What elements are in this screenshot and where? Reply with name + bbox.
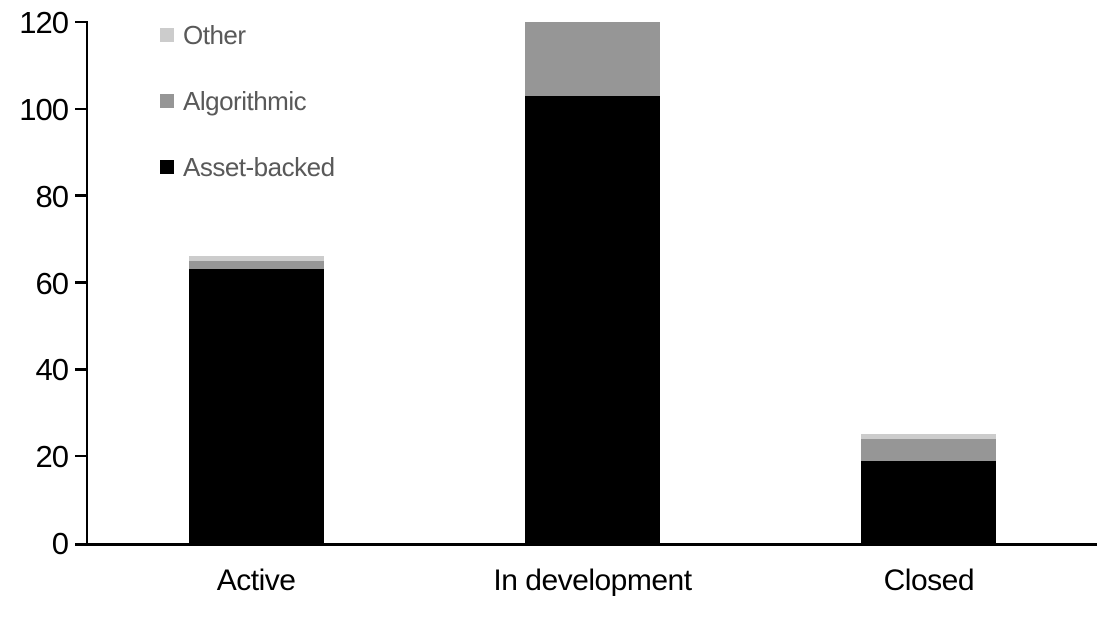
bar-active [188,256,324,543]
legend-swatch-other [160,28,174,42]
bar-closed [861,434,997,543]
y-tick-label: 100 [19,91,69,127]
bar-in-development [525,22,660,543]
y-axis-line [85,21,88,546]
y-tick-label: 60 [35,265,69,301]
bar-segment-asset-backed [525,95,660,543]
y-tick-mark [75,454,88,458]
legend-label-algorithmic: Algorithmic [183,86,307,116]
x-axis-line [75,543,1097,546]
bar-segment-other [188,256,324,261]
legend-swatch-algorithmic [160,94,174,108]
bar-segment-other [861,434,997,439]
y-tick-mark [75,281,88,284]
bar-segment-algorithmic [861,438,997,461]
y-tick-mark [75,194,88,197]
legend-label-other: Other [183,20,246,50]
y-tick-label: 120 [19,5,69,40]
y-tick-label: 0 [51,526,69,561]
bar-segment-algorithmic [525,22,660,96]
legend-swatch-asset-backed [160,160,174,174]
legend-item-algorithmic: Algorithmic [160,88,307,114]
y-tick-label: 80 [35,178,69,214]
y-tick-mark [75,107,88,111]
x-category-label-in-development: In development [493,564,692,597]
legend-label-asset-backed: Asset-backed [183,152,335,182]
legend-item-other: Other [160,22,246,48]
y-tick-mark [75,20,88,24]
legend-item-asset-backed: Asset-backed [160,154,335,180]
x-category-label-active: Active [216,564,296,597]
bar-segment-algorithmic [188,260,324,270]
y-tick-label: 40 [35,352,69,388]
y-tick-mark [75,368,88,371]
bar-segment-asset-backed [861,460,997,543]
y-tick-label: 20 [35,439,69,475]
bar-segment-asset-backed [188,269,324,543]
x-category-label-closed: Closed [883,564,975,597]
